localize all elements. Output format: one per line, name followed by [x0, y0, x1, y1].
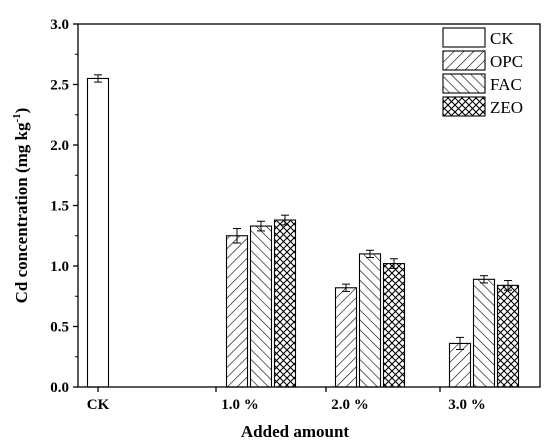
legend-label-zeo: ZEO: [490, 98, 523, 117]
legend-label-fac: FAC: [490, 75, 522, 94]
y-axis-title-superscript: -1: [11, 113, 23, 122]
bar-opc-1: [225, 235, 249, 388]
legend: CK OPC FAC ZEO: [442, 27, 523, 117]
y-tick-label: 0.5: [50, 320, 69, 336]
y-tick-label: 1.5: [50, 199, 69, 215]
y-tick-label: 2.5: [50, 78, 69, 94]
x-tick-label: 3.0 %: [448, 397, 486, 413]
y-axis-title-close: ): [12, 108, 31, 114]
y-axis-ticks: 0.0 0.5 1.0 1.5 2.0 2.5 3.0: [50, 17, 78, 396]
x-tick-label: 1.0 %: [221, 397, 259, 413]
legend-swatch-ck: [442, 27, 486, 48]
y-tick-label: 3.0: [50, 17, 69, 33]
bar-zeo-1: [273, 219, 297, 388]
bar-opc-2: [334, 287, 358, 388]
y-tick-label: 1.0: [50, 259, 69, 275]
plot-frame: [77, 23, 541, 388]
y-tick-label: 2.0: [50, 138, 69, 154]
y-tick-label: 0.0: [50, 380, 69, 396]
legend-swatch-zeo: [442, 96, 486, 117]
bar-zeo-3: [496, 284, 520, 388]
legend-label-ck: CK: [490, 29, 514, 48]
x-tick-label: CK: [87, 397, 110, 413]
bar-ck-0: [86, 77, 110, 388]
bar-zeo-2: [382, 263, 406, 388]
x-tick-label: 2.0 %: [331, 397, 369, 413]
x-axis-title: Added amount: [241, 422, 350, 441]
bar-fac-3: [472, 278, 496, 388]
legend-swatch-fac: [442, 73, 486, 94]
legend-swatch-opc: [442, 50, 486, 71]
y-axis-title: Cd concentration (mg kg-1): [11, 108, 31, 304]
legend-label-opc: OPC: [490, 52, 523, 71]
x-axis-ticks: CK 1.0 % 2.0 % 3.0 %: [87, 387, 486, 413]
y-axis-title-main: Cd concentration (mg kg: [12, 122, 31, 303]
bar-fac-1: [249, 225, 273, 388]
bar-fac-2: [358, 253, 382, 388]
error-bars-group: [94, 74, 512, 350]
bars-group: [86, 77, 520, 388]
